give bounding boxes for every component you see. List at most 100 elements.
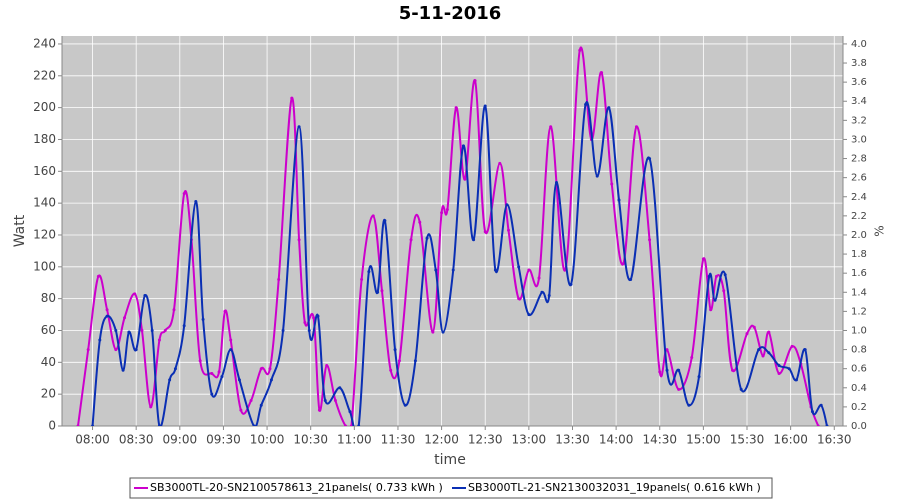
point xyxy=(96,274,100,278)
x-tick-label: 09:30 xyxy=(206,433,241,447)
point xyxy=(454,106,458,110)
point xyxy=(707,274,711,278)
point xyxy=(634,125,638,129)
point xyxy=(537,276,541,280)
point xyxy=(527,268,531,272)
point xyxy=(198,359,202,363)
y2-tick-label: 2.2 xyxy=(851,211,867,222)
y2-tick-label: 1.0 xyxy=(851,325,867,336)
point xyxy=(76,424,80,426)
plot-area xyxy=(62,36,843,426)
point xyxy=(210,371,214,375)
point xyxy=(297,125,301,129)
point xyxy=(360,278,364,282)
series xyxy=(91,101,829,426)
point xyxy=(277,278,281,282)
point xyxy=(440,211,444,215)
point xyxy=(182,324,186,328)
x-tick-label: 13:00 xyxy=(512,433,547,447)
point xyxy=(393,348,397,352)
point xyxy=(249,399,253,403)
point xyxy=(409,238,413,242)
point xyxy=(690,356,694,360)
point xyxy=(105,314,109,318)
point xyxy=(549,125,553,129)
point xyxy=(389,368,393,372)
x-tick-label: 16:30 xyxy=(817,433,852,447)
point xyxy=(333,399,337,403)
legend xyxy=(129,477,773,499)
point xyxy=(134,348,138,352)
x-tick-label: 09:00 xyxy=(163,433,198,447)
point xyxy=(819,403,823,407)
line xyxy=(91,101,828,426)
point xyxy=(677,387,681,391)
point xyxy=(745,332,749,336)
chart-title: 5-11-2016 xyxy=(399,3,502,24)
y-tick-label: 60 xyxy=(41,323,56,337)
point xyxy=(463,177,467,181)
y2-tick-label: 2.4 xyxy=(851,192,867,203)
y2-tick-label: 0.8 xyxy=(851,345,867,356)
x-tick-label: 11:00 xyxy=(337,433,372,447)
x-tick-label: 13:30 xyxy=(555,433,590,447)
x-axis-label: time xyxy=(434,452,466,468)
point xyxy=(445,208,449,212)
y-tick-label: 100 xyxy=(33,259,56,273)
point xyxy=(621,262,625,266)
point xyxy=(210,392,214,396)
y2-tick-label: 0.2 xyxy=(851,402,867,413)
x-tick-label: 12:30 xyxy=(468,433,503,447)
point xyxy=(367,270,371,274)
x-tick-label: 12:00 xyxy=(424,433,459,447)
legend-label: SB3000TL-20-SN2100578613_21panels( 0.733… xyxy=(150,481,443,494)
point xyxy=(229,348,233,352)
point xyxy=(239,408,243,412)
point xyxy=(540,290,544,294)
point xyxy=(380,289,384,293)
point xyxy=(600,71,604,75)
point xyxy=(252,424,256,426)
point xyxy=(290,96,294,100)
x-tick-label: 15:00 xyxy=(686,433,721,447)
y2-tick-label: 3.2 xyxy=(851,115,867,126)
point xyxy=(281,328,285,332)
point xyxy=(157,424,161,426)
y2-tick-label: 0.6 xyxy=(851,364,867,375)
y2-tick-label: 1.4 xyxy=(851,287,867,298)
point xyxy=(173,367,177,371)
point xyxy=(658,370,662,374)
x-tick-label: 16:00 xyxy=(773,433,808,447)
point xyxy=(229,338,233,342)
point xyxy=(816,424,820,426)
point xyxy=(259,367,263,371)
point xyxy=(803,348,807,352)
point xyxy=(114,348,118,352)
y-axis-label: Watt xyxy=(12,214,28,247)
point xyxy=(607,106,611,110)
point xyxy=(713,298,717,302)
point xyxy=(722,289,726,293)
point xyxy=(98,338,102,342)
point xyxy=(569,282,573,286)
point xyxy=(483,104,487,108)
point xyxy=(312,316,316,320)
point xyxy=(149,405,153,409)
y2-tick-label: 4.0 xyxy=(851,39,867,50)
point xyxy=(709,308,713,312)
point xyxy=(714,274,718,278)
point xyxy=(163,328,167,332)
point xyxy=(133,292,137,296)
y2-tick-label: 1.8 xyxy=(851,249,867,260)
point xyxy=(259,403,263,407)
y2-tick-label: 2.0 xyxy=(851,230,867,241)
point xyxy=(223,309,227,313)
point xyxy=(182,192,186,196)
x-tick-label: 08:00 xyxy=(75,433,110,447)
point xyxy=(172,308,176,312)
point xyxy=(505,203,509,207)
point xyxy=(413,359,417,363)
point xyxy=(610,182,614,186)
point xyxy=(425,236,429,240)
